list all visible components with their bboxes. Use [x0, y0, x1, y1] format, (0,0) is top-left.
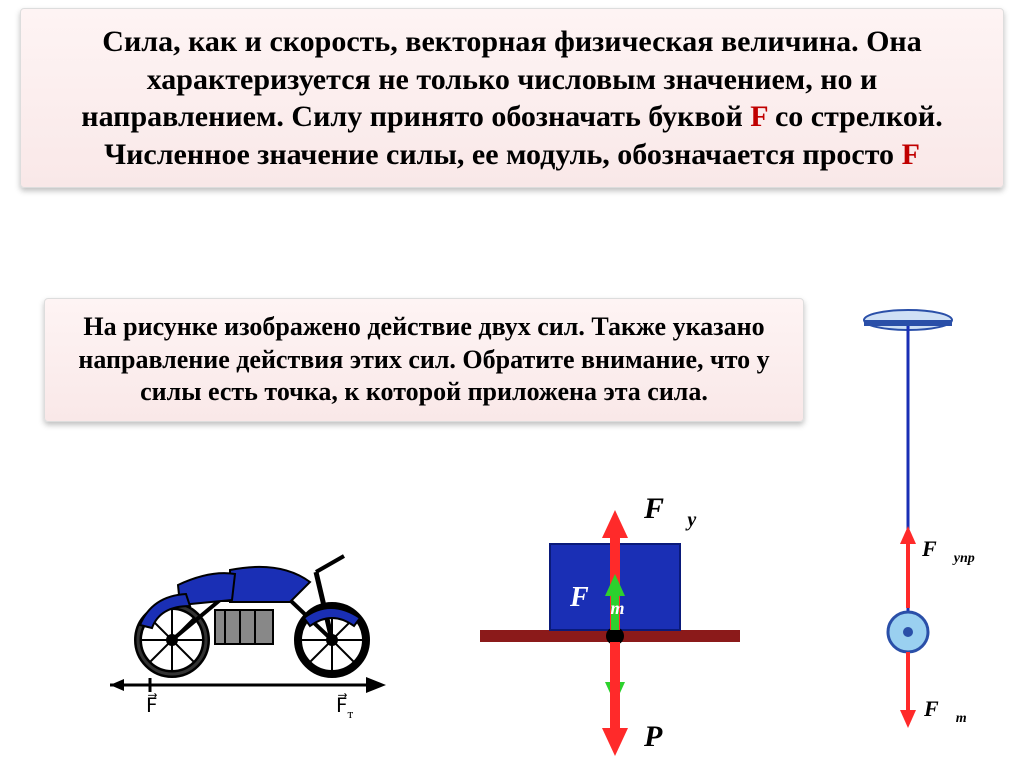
svg-text:F⃗упр: F⃗упр [921, 536, 975, 566]
def-highlight-f1: F [750, 100, 767, 133]
motorcycle-icon [138, 556, 366, 674]
svg-text:F⃗т: F⃗т [923, 696, 967, 726]
svg-text:F⃗у: F⃗у [643, 492, 696, 531]
block-diagram: F⃗у F⃗т P⃗ [460, 480, 760, 770]
motorcycle-diagram: F⃗ F⃗т [80, 510, 410, 740]
def-highlight-f2: F [902, 138, 920, 171]
pendulum-diagram: F⃗упр F⃗т [830, 300, 1000, 750]
diagram-area: F⃗ F⃗т [0, 490, 1024, 770]
svg-text:P⃗: P⃗ [643, 720, 686, 753]
svg-text:F⃗т: F⃗т [336, 692, 354, 721]
label-ft-sub: т [348, 706, 354, 721]
caption-text: На рисунке изображено действие двух сил.… [78, 312, 769, 406]
definition-block: Сила, как и скорость, векторная физическ… [20, 8, 1004, 188]
caption-block: На рисунке изображено действие двух сил.… [44, 298, 804, 422]
svg-text:F⃗: F⃗ [146, 692, 158, 717]
